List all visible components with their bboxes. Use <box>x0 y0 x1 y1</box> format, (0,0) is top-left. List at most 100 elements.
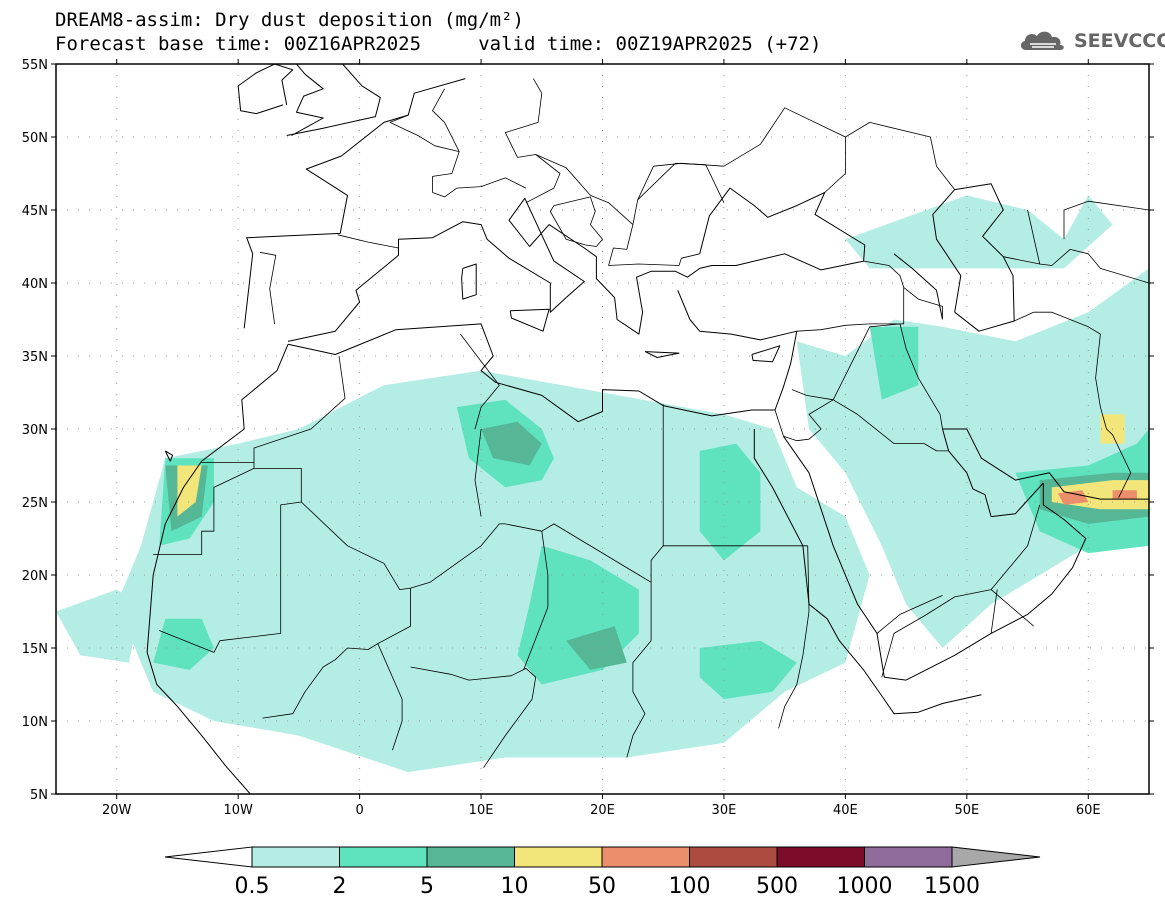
lat-tick-label: 10N <box>22 715 48 730</box>
dust-region-level-0 <box>116 370 870 773</box>
coastline <box>146 344 289 653</box>
coastline <box>164 450 174 462</box>
forecast-time-subtitle: Forecast base time: 00Z16APR2025 valid t… <box>55 33 822 55</box>
country-border <box>650 545 664 583</box>
axis-ticks: 5N 10N 15N 20N 25N 30N 35N 40N 45N 50N 55N 20W 10W 0 1… <box>22 58 1154 818</box>
colorbar: 0.5 2 5 10 50 100 500 1000 1500 <box>164 846 1041 899</box>
country-border <box>153 355 346 555</box>
colorbar-label: 5 <box>420 874 434 899</box>
coastline <box>461 263 477 300</box>
colorbar-label: 500 <box>756 874 798 899</box>
seevccc-logo: SEEVCCC <box>1018 26 1165 56</box>
colorbar-swatch <box>689 846 778 868</box>
dust-region-level-2 <box>566 626 627 670</box>
colorbar-label: 10 <box>501 874 529 899</box>
lat-tick-label: 20N <box>22 569 48 584</box>
country-border <box>778 545 810 729</box>
colorbar-swatch <box>776 846 865 868</box>
country-border <box>337 234 399 249</box>
dust-region-level-1 <box>699 640 797 700</box>
country-border <box>532 78 543 94</box>
lat-tick-label: 15N <box>22 642 48 657</box>
country-border <box>262 588 412 719</box>
country-border <box>637 107 846 200</box>
coastline <box>291 64 324 136</box>
dust-region-level-0 <box>56 589 141 663</box>
lon-tick-label: 10W <box>223 803 253 818</box>
country-border <box>876 595 943 634</box>
dust-region-level-1 <box>869 326 919 400</box>
country-border <box>990 589 998 634</box>
coastline <box>287 197 864 342</box>
lon-tick-label: 0 <box>355 803 363 818</box>
lat-tick-label: 50N <box>22 131 48 146</box>
country-border <box>881 589 992 678</box>
coastline <box>942 428 1149 500</box>
country-border <box>523 531 549 671</box>
dust-region-level-2 <box>481 421 542 466</box>
lat-tick-label: 45N <box>22 204 48 219</box>
logo-text: SEEVCCC <box>1074 30 1165 52</box>
coastline <box>243 78 466 329</box>
country-border <box>845 122 956 190</box>
coastline <box>751 345 781 363</box>
lon-tick-label: 10E <box>469 803 494 818</box>
lat-tick-label: 40N <box>22 277 48 292</box>
coastline <box>286 64 381 136</box>
country-border <box>377 643 403 751</box>
country-border <box>301 501 652 641</box>
lon-tick-label: 60E <box>1076 803 1101 818</box>
country-border <box>1014 311 1132 498</box>
country-border <box>525 154 561 204</box>
coastlines <box>146 64 1149 794</box>
coastline <box>774 331 798 411</box>
coastline <box>699 187 866 262</box>
country-border <box>783 389 834 442</box>
country-border <box>549 196 603 247</box>
lon-tick-label: 50E <box>954 803 979 818</box>
colorbar-label: 50 <box>588 874 616 899</box>
colorbar-swatch <box>601 846 690 868</box>
dust-region-level-0 <box>845 195 1113 269</box>
country-border <box>662 404 808 547</box>
country-border <box>474 428 482 517</box>
lat-tick-label: 25N <box>22 496 48 511</box>
colorbar-label: 100 <box>669 874 711 899</box>
coastline <box>509 308 550 332</box>
country-border <box>903 287 943 318</box>
colorbar-swatch <box>426 846 515 868</box>
country-border <box>460 333 500 430</box>
cloud-icon <box>1020 31 1064 50</box>
country-border <box>259 251 277 324</box>
country-border <box>159 467 302 653</box>
country-border <box>608 162 725 266</box>
lon-tick-label: 20E <box>590 803 615 818</box>
lon-tick-label: 30E <box>712 803 737 818</box>
lon-tick-label: 20W <box>102 803 132 818</box>
country-border <box>626 640 652 758</box>
coastline <box>287 323 775 423</box>
country-border <box>832 323 943 430</box>
colorbar-swatch <box>339 846 428 868</box>
lat-tick-label: 30N <box>22 423 48 438</box>
lat-tick-label: 35N <box>22 350 48 365</box>
country-border <box>832 399 949 452</box>
lat-tick-label: 5N <box>30 788 48 803</box>
country-border <box>410 666 537 768</box>
country-border <box>990 504 1041 627</box>
country-border <box>432 88 460 152</box>
dust-region-level-1 <box>699 443 761 561</box>
lon-tick-label: 40E <box>833 803 858 818</box>
colorbar-swatch <box>514 846 603 868</box>
coastline <box>882 694 982 715</box>
dust-contour-fills <box>56 195 1149 773</box>
country-border <box>1027 209 1041 265</box>
colorbar-low-arrow <box>164 846 253 868</box>
coastline <box>677 290 797 341</box>
graticule-grid <box>56 64 1149 794</box>
dust-region-level-4 <box>1057 490 1089 505</box>
coastline <box>146 652 251 794</box>
dust-region-level-1 <box>153 618 214 670</box>
colorbar-swatch <box>251 846 340 868</box>
